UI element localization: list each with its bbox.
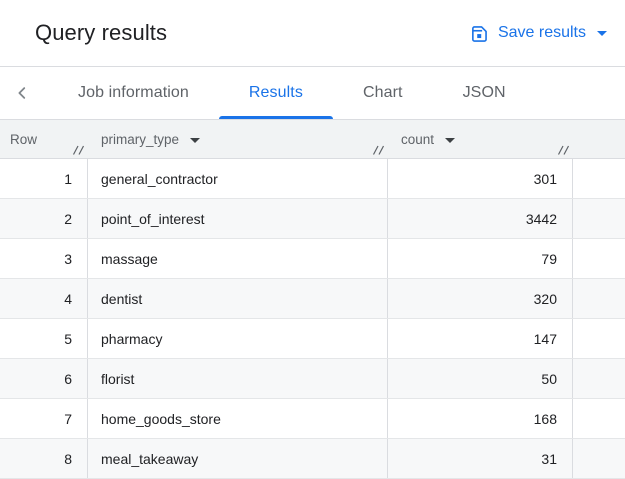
row-number-cell: 6 bbox=[0, 359, 88, 398]
spacer-cell bbox=[573, 319, 625, 358]
primary-type-cell: general_contractor bbox=[88, 159, 388, 198]
column-header-row: Row bbox=[0, 120, 88, 158]
spacer-cell bbox=[573, 439, 625, 478]
page-title: Query results bbox=[35, 20, 168, 45]
primary-type-cell: home_goods_store bbox=[88, 399, 388, 438]
count-cell: 320 bbox=[388, 279, 573, 318]
count-cell: 50 bbox=[388, 359, 573, 398]
spacer-cell bbox=[573, 399, 625, 438]
table-row: 5 pharmacy 147 bbox=[0, 319, 625, 359]
count-cell: 31 bbox=[388, 439, 573, 478]
column-resize-handle[interactable] bbox=[72, 144, 86, 156]
spacer-cell bbox=[573, 359, 625, 398]
tab-json[interactable]: JSON bbox=[433, 67, 536, 119]
column-header-primary-type[interactable]: primary_type bbox=[88, 120, 388, 158]
table-header-row: Row primary_type bbox=[0, 120, 625, 159]
primary-type-cell: meal_takeaway bbox=[88, 439, 388, 478]
save-results-label: Save results bbox=[497, 24, 586, 41]
panel-header: Query results Save results bbox=[0, 0, 625, 67]
count-cell: 79 bbox=[388, 239, 573, 278]
save-icon bbox=[470, 24, 489, 43]
row-number-cell: 8 bbox=[0, 439, 88, 478]
row-number-cell: 3 bbox=[0, 239, 88, 278]
row-number-cell: 4 bbox=[0, 279, 88, 318]
tab-label: Results bbox=[248, 84, 303, 101]
count-cell: 147 bbox=[388, 319, 573, 358]
table-row: 6 florist 50 bbox=[0, 359, 625, 399]
row-number-cell: 7 bbox=[0, 399, 88, 438]
count-cell: 168 bbox=[388, 399, 573, 438]
results-table: Row primary_type bbox=[0, 120, 625, 479]
count-cell: 3442 bbox=[388, 199, 573, 238]
tab-label: Chart bbox=[362, 84, 403, 101]
results-tabbar: Job information Results Chart JSON bbox=[0, 67, 625, 120]
spacer-cell bbox=[573, 159, 625, 198]
tab-chart[interactable]: Chart bbox=[333, 67, 433, 119]
column-resize-handle[interactable] bbox=[557, 144, 571, 156]
primary-type-cell: point_of_interest bbox=[88, 199, 388, 238]
active-tab-indicator bbox=[218, 116, 333, 119]
column-resize-handle[interactable] bbox=[372, 144, 386, 156]
spacer-cell bbox=[573, 199, 625, 238]
table-row: 4 dentist 320 bbox=[0, 279, 625, 319]
table-row: 8 meal_takeaway 31 bbox=[0, 439, 625, 479]
column-header-label: Row bbox=[10, 131, 38, 147]
tab-results[interactable]: Results bbox=[218, 67, 333, 119]
count-cell: 301 bbox=[388, 159, 573, 198]
chevron-down-icon bbox=[597, 30, 607, 36]
row-number-cell: 5 bbox=[0, 319, 88, 358]
save-results-button[interactable]: Save results bbox=[466, 18, 611, 49]
primary-type-cell: massage bbox=[88, 239, 388, 278]
row-number-cell: 2 bbox=[0, 199, 88, 238]
chevron-left-icon bbox=[13, 84, 31, 102]
row-number-cell: 1 bbox=[0, 159, 88, 198]
table-row: 3 massage 79 bbox=[0, 239, 625, 279]
tab-label: Job information bbox=[78, 84, 189, 101]
primary-type-cell: florist bbox=[88, 359, 388, 398]
column-header-count[interactable]: count bbox=[388, 120, 573, 158]
column-header-label: primary_type bbox=[101, 131, 180, 147]
spacer-cell bbox=[573, 279, 625, 318]
spacer-cell bbox=[573, 239, 625, 278]
column-header-label: count bbox=[401, 131, 435, 147]
tab-label: JSON bbox=[462, 84, 506, 101]
tab-job-information[interactable]: Job information bbox=[48, 67, 219, 119]
table-body: 1 general_contractor 301 2 point_of_inte… bbox=[0, 159, 625, 479]
table-row: 1 general_contractor 301 bbox=[0, 159, 625, 199]
sort-caret-icon bbox=[190, 137, 201, 143]
primary-type-cell: dentist bbox=[88, 279, 388, 318]
back-chevron-button[interactable] bbox=[0, 67, 48, 119]
table-row: 7 home_goods_store 168 bbox=[0, 399, 625, 439]
table-row: 2 point_of_interest 3442 bbox=[0, 199, 625, 239]
primary-type-cell: pharmacy bbox=[88, 319, 388, 358]
column-header-spacer bbox=[573, 120, 625, 158]
sort-caret-icon bbox=[445, 137, 456, 143]
